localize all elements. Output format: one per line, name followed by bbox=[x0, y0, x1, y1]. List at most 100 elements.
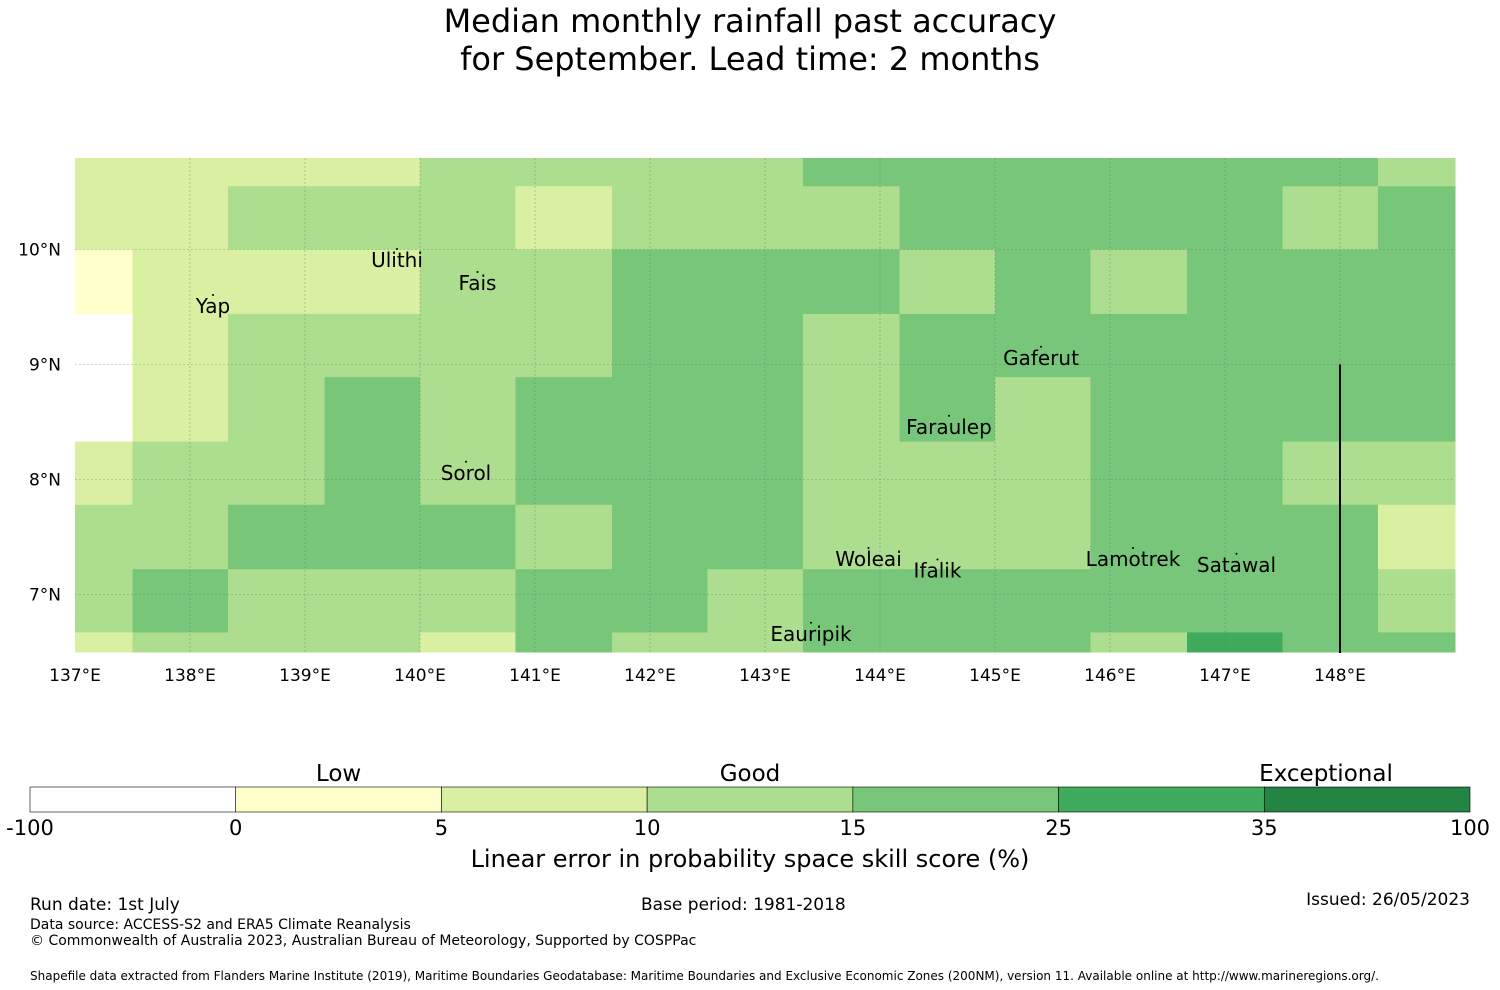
heatmap-cell bbox=[802, 249, 901, 315]
heatmap-cell bbox=[802, 158, 901, 187]
legend-tick-label: 5 bbox=[435, 816, 448, 840]
heatmap-cell bbox=[1187, 158, 1283, 187]
heatmap-cell bbox=[324, 186, 421, 250]
heatmap-cell bbox=[1282, 186, 1379, 250]
legend-swatch bbox=[441, 786, 648, 813]
heatmap-cell bbox=[1090, 313, 1188, 378]
map-title-line1: Median monthly rainfall past accuracy bbox=[443, 2, 1057, 40]
heatmap-cell bbox=[802, 377, 901, 443]
heatmap-cell bbox=[995, 249, 1091, 315]
heatmap-cell bbox=[75, 632, 133, 653]
heatmap-cell bbox=[707, 313, 804, 378]
heatmap-cell bbox=[899, 632, 996, 653]
heatmap-cell bbox=[802, 632, 901, 653]
heatmap-cell bbox=[707, 186, 804, 250]
heatmap-cell bbox=[612, 504, 708, 570]
island-marker bbox=[396, 248, 398, 250]
heatmap-cell bbox=[612, 377, 708, 443]
heatmap-cell bbox=[132, 249, 229, 315]
heatmap-cell bbox=[995, 441, 1091, 506]
heatmap-cell bbox=[612, 249, 708, 315]
heatmap-cell bbox=[227, 569, 326, 633]
heatmap-cell bbox=[420, 504, 516, 570]
heatmap-cell bbox=[324, 313, 421, 378]
heatmap-cell bbox=[420, 249, 516, 315]
heatmap-cell bbox=[227, 313, 326, 378]
island-marker bbox=[948, 414, 950, 417]
heatmap-cell bbox=[75, 504, 133, 570]
heatmap-cell bbox=[515, 313, 613, 378]
place-label-fais: Fais bbox=[459, 271, 497, 295]
heatmap-cell bbox=[899, 313, 996, 378]
place-label-gaferut: Gaferut bbox=[1003, 346, 1079, 370]
heatmap-cell bbox=[612, 632, 708, 653]
legend-swatch bbox=[29, 786, 237, 813]
heatmap-cell bbox=[420, 186, 516, 250]
heatmap-cell bbox=[899, 186, 996, 250]
heatmap-cell bbox=[515, 569, 613, 633]
island-marker bbox=[810, 621, 812, 624]
legend-caption: Linear error in probability space skill … bbox=[470, 845, 1030, 873]
heatmap-cell bbox=[227, 377, 326, 443]
legend-tick-label: 0 bbox=[229, 816, 242, 840]
legend-tick-label: -100 bbox=[6, 816, 54, 840]
heatmap-cell bbox=[132, 569, 229, 633]
legend-swatch bbox=[646, 786, 854, 813]
copyright: © Commonwealth of Australia 2023, Austra… bbox=[30, 933, 697, 949]
heatmap-cell bbox=[132, 158, 229, 187]
place-label-yap: Yap bbox=[195, 294, 230, 318]
heatmap-cell bbox=[899, 504, 996, 570]
heatmap-cell bbox=[420, 158, 516, 187]
island-labels: Yap Ulithi Fais Gaferut Faraulep Sorol Woleai I… bbox=[195, 248, 1276, 646]
heatmap-cell bbox=[227, 504, 326, 570]
island-marker bbox=[1235, 552, 1238, 555]
lon-tick-label: 137°E bbox=[49, 666, 101, 686]
heatmap-cell bbox=[132, 377, 229, 443]
heatmap-cell bbox=[1377, 441, 1456, 506]
lon-tick-label: 147°E bbox=[1199, 666, 1251, 686]
heatmap-cell bbox=[899, 441, 996, 506]
heatmap-cell bbox=[75, 377, 133, 443]
heatmap-cell bbox=[227, 249, 326, 315]
heatmap-cell bbox=[1090, 504, 1188, 570]
legend-category-label: Low bbox=[316, 761, 361, 787]
heatmap-cell bbox=[1187, 377, 1283, 443]
heatmap-cell bbox=[1090, 249, 1188, 315]
heatmap-cell bbox=[1090, 186, 1188, 250]
legend-tick-label: 10 bbox=[634, 816, 661, 840]
island-marker bbox=[1040, 345, 1042, 348]
data-source: Data source: ACCESS-S2 and ERA5 Climate … bbox=[30, 917, 411, 933]
heatmap-cell bbox=[1090, 632, 1188, 653]
lon-tick-label: 146°E bbox=[1084, 666, 1136, 686]
legend-swatch bbox=[1058, 786, 1265, 813]
heatmap-cell bbox=[420, 569, 516, 633]
heatmap-cell bbox=[1377, 632, 1456, 653]
skill-grid bbox=[75, 158, 1456, 653]
heatmap-cell bbox=[1377, 569, 1456, 633]
lat-tick-label: 8°N bbox=[29, 471, 61, 491]
issued-date: Issued: 26/05/2023 bbox=[1306, 890, 1470, 910]
legend-category-label: Exceptional bbox=[1259, 761, 1393, 787]
heatmap-cell bbox=[802, 441, 901, 506]
heatmap-cell bbox=[1090, 158, 1188, 187]
lat-tick-label: 7°N bbox=[29, 586, 61, 606]
heatmap-cell bbox=[515, 158, 613, 187]
heatmap-cell bbox=[995, 377, 1091, 443]
heatmap-cell bbox=[899, 569, 996, 633]
heatmap-cell bbox=[324, 569, 421, 633]
lon-tick-label: 144°E bbox=[854, 666, 906, 686]
heatmap-cell bbox=[1377, 313, 1456, 378]
heatmap-cell bbox=[995, 186, 1091, 250]
heatmap-cell bbox=[1187, 313, 1283, 378]
heatmap-cell bbox=[1282, 377, 1379, 443]
heatmap-cell bbox=[1187, 504, 1283, 570]
heatmap-cell bbox=[515, 632, 613, 653]
heatmap-cell bbox=[420, 313, 516, 378]
legend-tick-label: 15 bbox=[839, 816, 866, 840]
place-label-faraulep: Faraulep bbox=[906, 415, 992, 439]
heatmap-cell bbox=[515, 186, 613, 250]
heatmap-cell bbox=[75, 186, 133, 250]
lon-tick-label: 148°E bbox=[1314, 666, 1366, 686]
lon-tick-label: 141°E bbox=[509, 666, 561, 686]
